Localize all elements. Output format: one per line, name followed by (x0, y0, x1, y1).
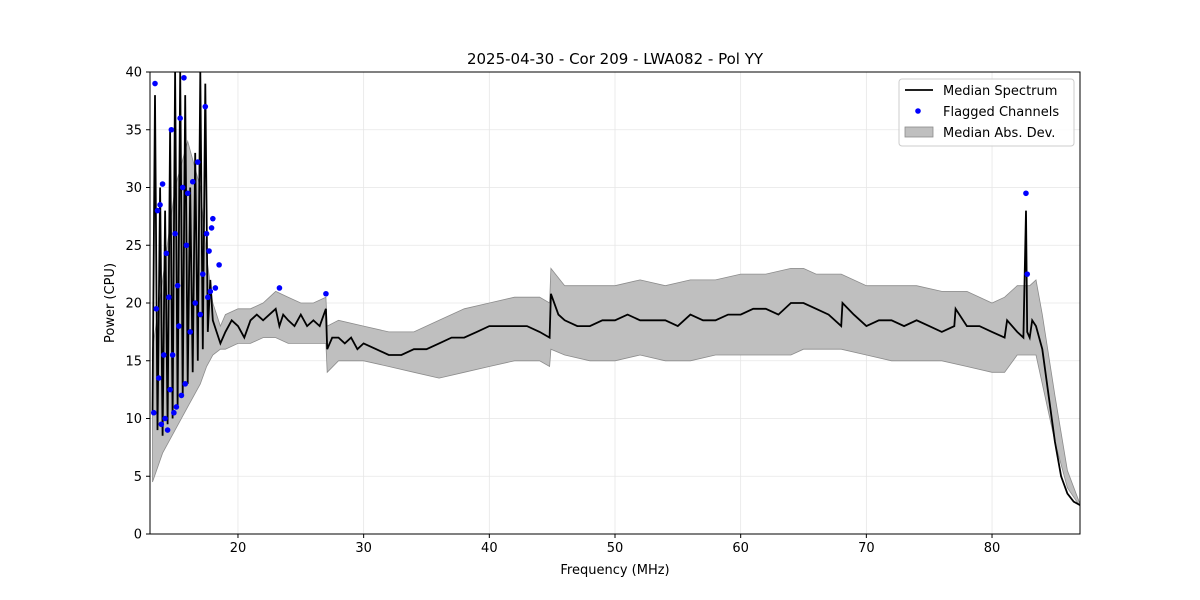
flagged-channel-point (179, 184, 186, 191)
flagged-channel-point (161, 352, 167, 358)
x-tick-label: 80 (984, 541, 1001, 556)
x-tick-label: 50 (607, 541, 624, 556)
flagged-channel-point (184, 190, 191, 197)
flagged-channel-point (203, 230, 210, 237)
flagged-channel-point (182, 381, 188, 387)
flagged-channel-point (199, 271, 206, 277)
flagged-channel-point (152, 80, 158, 87)
median-spectrum-line (151, 72, 1080, 506)
legend-box (898, 78, 1075, 147)
flagged-channel-point (178, 392, 185, 399)
flagged-channel-point (172, 230, 178, 237)
y-tick-label: 0 (134, 528, 142, 543)
flagged-channel-point (276, 285, 283, 291)
flagged-channel-point (157, 202, 163, 208)
flagged-channel-point (150, 409, 157, 416)
flagged-channel-point (208, 225, 215, 231)
chart-title: 2025-04-30 - Cor 209 - LWA082 - Pol YY (467, 50, 764, 68)
flagged-channel-point (210, 215, 216, 222)
flagged-channel-point (197, 311, 204, 318)
x-axis-label: Frequency (MHz) (560, 563, 669, 578)
legend-mad-swatch (904, 126, 934, 138)
flagged-channel-point (212, 285, 219, 291)
flagged-channel-point (206, 248, 212, 254)
y-tick-label: 35 (125, 123, 142, 138)
flagged-channel-point (1023, 190, 1029, 197)
flagged-channel-point (171, 409, 177, 416)
y-tick-label: 40 (125, 66, 142, 81)
flagged-channel-point (167, 386, 173, 393)
flagged-channel-point (159, 181, 166, 187)
flagged-channel-point (189, 178, 196, 185)
flagged-channel-point (154, 207, 161, 214)
flagged-channel-point (173, 404, 180, 410)
flagged-channel-point (323, 290, 329, 297)
flagged-channel-point (216, 262, 222, 268)
x-tick-label: 60 (732, 541, 749, 556)
y-tick-label: 25 (125, 239, 142, 254)
flagged-channel-point (1024, 271, 1031, 277)
flagged-channel-point (202, 103, 209, 110)
y-tick-label: 15 (125, 354, 142, 369)
flagged-channel-point (174, 282, 181, 289)
flagged-channel-point (166, 294, 172, 301)
flagged-channel-point (164, 427, 171, 433)
flagged-channel-point (168, 126, 175, 133)
legend-median-label: Median Spectrum (943, 84, 1057, 99)
legend-flagged-label: Flagged Channels (943, 105, 1059, 120)
legend: Median Spectrum Flagged Channels Median … (898, 78, 1075, 147)
y-tick-label: 5 (134, 470, 142, 485)
flagged-channel-point (153, 305, 160, 312)
flagged-channel-point (176, 323, 182, 329)
legend-flagged-swatch (915, 108, 921, 114)
flagged-channel-point (207, 288, 214, 295)
flagged-channel-point (183, 242, 190, 249)
flagged-channel-point (169, 352, 176, 358)
flagged-channel-point (163, 250, 170, 257)
flagged-channel-point (162, 415, 168, 422)
flagged-channel-point (194, 159, 201, 165)
legend-mad-label: Median Abs. Dev. (943, 126, 1055, 141)
x-tick-label: 20 (230, 541, 247, 556)
flagged-channel-point (192, 300, 199, 306)
x-axis-ticks: 20 30 40 50 60 70 80 (230, 534, 1001, 556)
y-tick-label: 30 (125, 181, 142, 196)
x-tick-label: 30 (355, 541, 372, 556)
flagged-channel-point (158, 421, 165, 428)
y-tick-label: 20 (125, 297, 142, 312)
flagged-channel-point (177, 115, 183, 121)
y-axis-ticks: 0 5 10 15 20 25 30 35 40 (125, 66, 150, 543)
flagged-channel-points (150, 74, 1031, 433)
x-tick-label: 40 (481, 541, 498, 556)
flagged-channel-point (181, 74, 187, 81)
y-tick-label: 10 (125, 412, 142, 427)
median-abs-dev-band (152, 139, 1080, 508)
flagged-channel-point (205, 294, 211, 301)
y-axis-label: Power (CPU) (103, 263, 118, 343)
flagged-channel-point (155, 375, 162, 381)
x-tick-label: 70 (858, 541, 875, 556)
flagged-channel-point (187, 329, 194, 335)
